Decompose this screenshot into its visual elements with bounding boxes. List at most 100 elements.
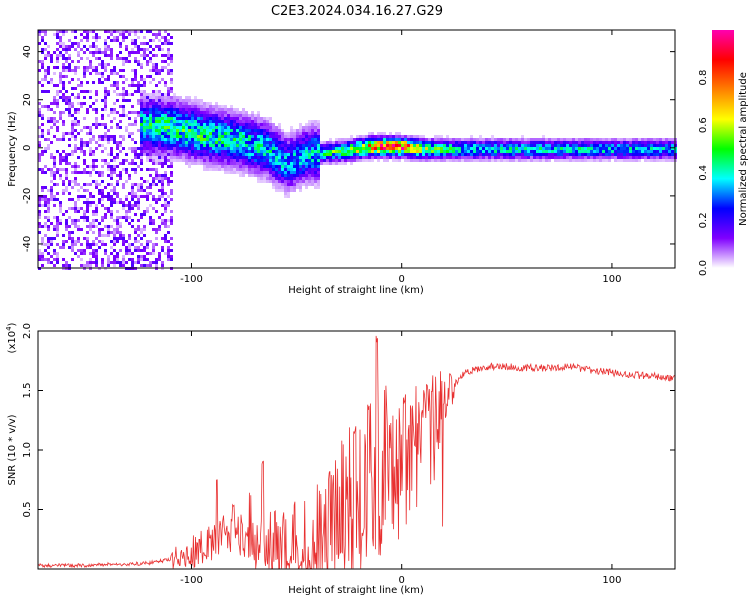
spectrogram-cell <box>65 99 68 102</box>
spectrogram-cell <box>191 123 194 126</box>
spectrogram-cell <box>545 159 548 162</box>
spectrogram-cell <box>179 156 182 159</box>
spectrogram-cell <box>47 189 50 192</box>
spectrogram-cell <box>410 141 413 144</box>
spectrogram-cell <box>557 144 560 147</box>
spectrogram-cell <box>551 144 554 147</box>
spectrogram-cell <box>83 189 86 192</box>
spectrogram-cell <box>479 159 482 162</box>
spectrogram-cell <box>140 243 143 246</box>
spectrogram-cell <box>53 84 56 87</box>
spectrogram-cell <box>131 264 134 267</box>
spectrogram-cell <box>422 147 425 150</box>
spectrogram-cell <box>125 126 128 129</box>
spectrogram-cell <box>590 147 593 150</box>
spectrogram-cell <box>146 99 149 102</box>
spectrogram-cell <box>545 138 548 141</box>
spectrogram-cell <box>257 177 260 180</box>
spectrogram-cell <box>218 165 221 168</box>
spectrogram-cell <box>296 153 299 156</box>
spectrogram-cell <box>563 144 566 147</box>
spectrogram-cell <box>221 120 224 123</box>
spectrogram-cell <box>176 108 179 111</box>
spectrogram-cell <box>53 123 56 126</box>
spectrogram-cell <box>113 39 116 42</box>
spectrogram-cell <box>161 237 164 240</box>
spectrogram-cell <box>218 150 221 153</box>
spectrogram-cell <box>113 66 116 69</box>
spectrogram-cell <box>134 69 137 72</box>
spectrogram-cell <box>308 165 311 168</box>
spectrogram-cell <box>485 153 488 156</box>
spectrogram-cell <box>248 132 251 135</box>
spectrogram-cell <box>296 135 299 138</box>
spectrogram-cell <box>353 144 356 147</box>
spectrogram-cell <box>92 162 95 165</box>
spectrogram-cell <box>83 96 86 99</box>
spectrogram-cell <box>227 171 230 174</box>
spectrogram-cell <box>134 168 137 171</box>
spectrogram-cell <box>629 147 632 150</box>
spectrogram-cell <box>311 159 314 162</box>
spectrogram-cell <box>65 153 68 156</box>
spectrogram-cell <box>47 246 50 249</box>
spectrogram-cell <box>245 114 248 117</box>
spectrogram-cell <box>260 150 263 153</box>
spectrogram-cell <box>437 138 440 141</box>
spectrogram-cell <box>401 138 404 141</box>
spectrogram-cell <box>290 168 293 171</box>
spectrogram-cell <box>344 138 347 141</box>
spectrogram-cell <box>59 114 62 117</box>
spectrogram-cell <box>578 144 581 147</box>
spectrogram-cell <box>146 129 149 132</box>
spectrogram-cell <box>131 69 134 72</box>
spectrogram-cell <box>116 174 119 177</box>
spectrogram-cell <box>194 141 197 144</box>
spectrogram-cell <box>197 141 200 144</box>
spectrogram-cell <box>71 222 74 225</box>
spectrogram-cell <box>68 180 71 183</box>
spectrogram-cell <box>623 141 626 144</box>
spectrogram-cell <box>185 147 188 150</box>
spectrogram-cell <box>389 135 392 138</box>
spectrogram-cell <box>350 141 353 144</box>
spectrogram-cell <box>92 240 95 243</box>
spectrogram-cell <box>77 225 80 228</box>
spectrogram-cell <box>533 150 536 153</box>
spectrogram-cell <box>101 258 104 261</box>
spectrogram-cell <box>164 96 167 99</box>
spectrogram-cell <box>86 30 89 33</box>
colorbar-tick-label: 0.0 <box>698 260 709 276</box>
spectrogram-cell <box>290 186 293 189</box>
spectrogram-cell <box>269 153 272 156</box>
spectrogram-cell <box>332 150 335 153</box>
spectrogram-cell <box>59 117 62 120</box>
spectrogram-cell <box>365 135 368 138</box>
spectrogram-cell <box>209 111 212 114</box>
spectrogram-cell <box>131 219 134 222</box>
spectrogram-cell <box>101 51 104 54</box>
spectrogram-cell <box>167 258 170 261</box>
spectrogram-cell <box>197 153 200 156</box>
spectrogram-cell <box>305 186 308 189</box>
spectrogram-cell <box>56 222 59 225</box>
spectrogram-cell <box>92 219 95 222</box>
spectrogram-cell <box>188 120 191 123</box>
spectrogram-cell <box>290 174 293 177</box>
spectrogram-cell <box>269 123 272 126</box>
spectrogram-cell <box>92 168 95 171</box>
spectrogram-cell <box>269 129 272 132</box>
spectrogram-cell <box>110 159 113 162</box>
spectrogram-cell <box>164 177 167 180</box>
spectrogram-cell <box>158 96 161 99</box>
spectrogram-cell <box>74 87 77 90</box>
spectrogram-cell <box>224 141 227 144</box>
spectrogram-cell <box>194 108 197 111</box>
spectrogram-cell <box>290 144 293 147</box>
spectrogram-cell <box>80 144 83 147</box>
spectrogram-cell <box>290 147 293 150</box>
spectrogram-cell <box>44 57 47 60</box>
spectrogram-cell <box>404 144 407 147</box>
spectrogram-cell <box>218 123 221 126</box>
spectrogram-cell <box>323 147 326 150</box>
